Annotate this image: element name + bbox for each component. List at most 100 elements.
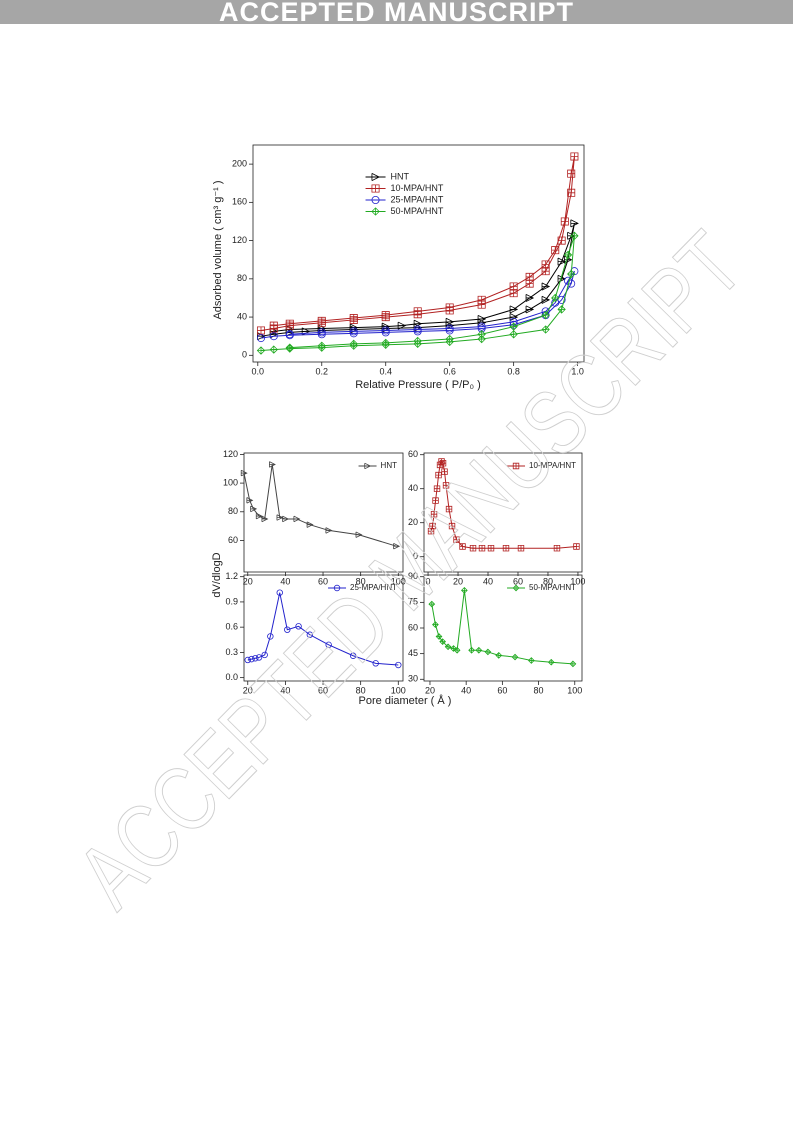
- data-point: [541, 295, 551, 304]
- data-point: [509, 322, 518, 331]
- y-tick-label: 90: [408, 571, 418, 581]
- data-point: [255, 654, 263, 661]
- data-point: [250, 505, 258, 513]
- x-tick-label: 0.8: [507, 366, 520, 376]
- data-point: [432, 497, 439, 504]
- data-point: [267, 633, 274, 640]
- data-point: [282, 515, 290, 523]
- data-point: [487, 545, 495, 552]
- data-point: [468, 646, 475, 654]
- data-point: [255, 512, 263, 520]
- legend-label: 25-MPA/HNT: [391, 194, 444, 204]
- data-point: [477, 295, 486, 304]
- legend-label: 10-MPA/HNT: [529, 461, 576, 470]
- y-tick-label: 0.0: [225, 672, 238, 682]
- data-point: [325, 641, 332, 648]
- data-point: [244, 656, 251, 664]
- data-point: [413, 325, 422, 334]
- data-point: [557, 236, 566, 245]
- data-point: [269, 461, 276, 468]
- x-axis-title: Relative Pressure ( P/P₀ ): [355, 379, 481, 391]
- data-point: [269, 332, 278, 341]
- x-tick-label: 60: [318, 576, 328, 586]
- data-point: [285, 330, 294, 339]
- data-point: [570, 231, 579, 240]
- y-tick-label: 45: [408, 648, 418, 658]
- data-point: [429, 522, 436, 530]
- data-point: [317, 341, 326, 350]
- y-axis-title: dV/dlogD: [211, 552, 223, 597]
- data-point: [248, 655, 255, 663]
- series-line: [431, 590, 573, 665]
- y-tick-label: 0: [413, 551, 418, 561]
- data-point: [306, 631, 314, 638]
- y-tick-label: 120: [223, 449, 238, 459]
- data-point: [527, 657, 535, 664]
- plot-frame: [243, 452, 404, 573]
- data-point: [570, 152, 579, 161]
- data-point: [557, 305, 566, 314]
- data-point: [252, 655, 259, 662]
- data-point: [349, 314, 358, 323]
- plot-frame: [243, 574, 404, 682]
- y-tick-label: 80: [237, 273, 247, 283]
- data-point: [445, 505, 453, 513]
- x-tick-label: 40: [280, 576, 290, 586]
- data-point: [448, 522, 456, 530]
- data-point: [295, 623, 302, 630]
- series-line: [260, 270, 575, 339]
- x-tick-label: 20: [243, 576, 253, 586]
- data-point: [453, 536, 460, 543]
- x-tick-label: 0.2: [316, 366, 329, 376]
- data-point: [442, 482, 450, 489]
- y-tick-label: 80: [228, 506, 238, 516]
- data-point: [261, 515, 269, 523]
- x-tick-label: 40: [483, 576, 493, 586]
- x-tick-label: 1.0: [571, 366, 584, 376]
- data-point: [541, 325, 550, 334]
- x-tick-label: 100: [570, 576, 585, 586]
- data-point: [261, 651, 268, 659]
- x-tick-label: 60: [318, 685, 328, 695]
- y-tick-label: 20: [408, 517, 418, 527]
- y-tick-label: 0.9: [225, 596, 238, 606]
- data-point: [433, 485, 441, 492]
- data-point: [541, 267, 550, 276]
- data-point: [509, 289, 518, 298]
- x-tick-label: 100: [391, 576, 406, 586]
- data-point: [453, 646, 461, 654]
- legend-marker: [333, 584, 341, 592]
- legend-marker: [512, 584, 520, 592]
- data-point: [509, 282, 518, 291]
- data-point: [269, 345, 278, 354]
- series-line: [430, 460, 577, 549]
- data-point: [477, 322, 486, 331]
- data-point: [525, 279, 534, 288]
- data-point: [509, 330, 518, 339]
- x-tick-label: 20: [425, 685, 435, 695]
- data-point: [428, 600, 436, 608]
- data-point: [381, 338, 390, 348]
- data-point: [459, 543, 466, 550]
- data-point: [478, 545, 486, 552]
- x-tick-label: 80: [356, 576, 366, 586]
- data-point: [445, 317, 455, 326]
- x-tick-label: 60: [497, 685, 507, 695]
- data-point: [502, 545, 510, 552]
- data-point: [349, 339, 358, 349]
- data-point: [240, 469, 248, 477]
- data-point: [553, 545, 561, 552]
- data-point: [547, 658, 555, 666]
- data-point: [372, 660, 379, 667]
- y-tick-label: 75: [408, 597, 418, 607]
- y-tick-label: 100: [223, 477, 238, 487]
- data-point: [509, 305, 519, 314]
- data-point: [563, 250, 573, 260]
- legend-marker: [371, 184, 380, 193]
- plot-frame: [252, 144, 585, 363]
- data-point: [284, 626, 291, 633]
- banner: ACCEPTED MANUSCRIPT: [0, 0, 793, 26]
- y-tick-label: 40: [408, 483, 418, 493]
- data-point: [551, 246, 560, 255]
